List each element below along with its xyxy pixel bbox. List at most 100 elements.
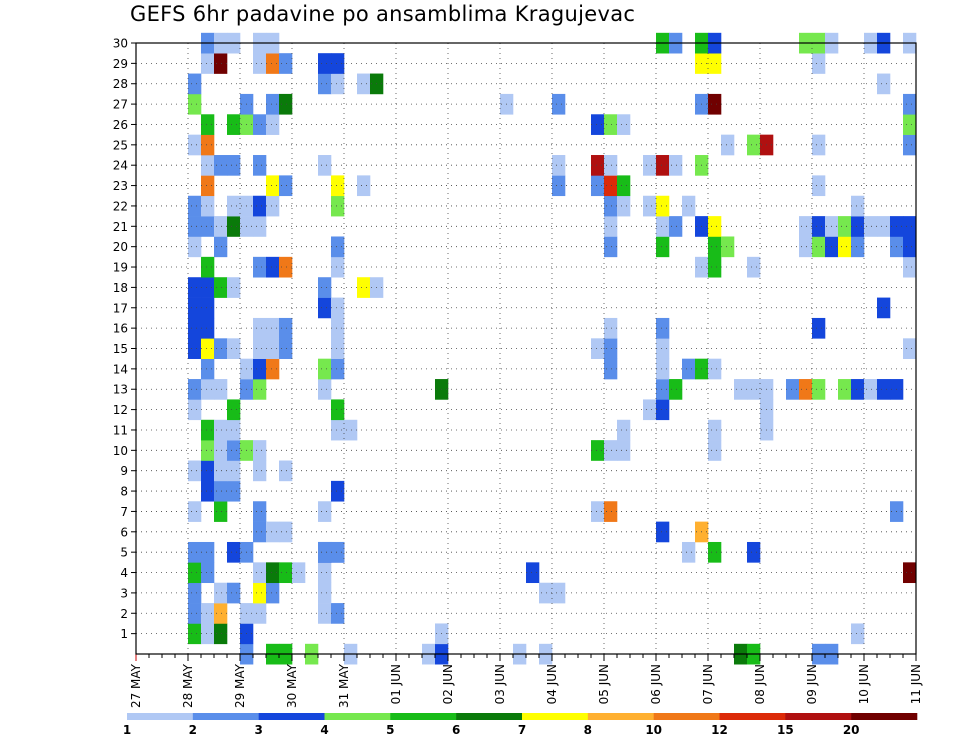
- heatmap-cell: [318, 277, 332, 298]
- heatmap-cell: [604, 338, 618, 359]
- heatmap-cell: [188, 379, 202, 400]
- heatmap-cell: [799, 379, 813, 400]
- y-tick-label: 10: [113, 444, 128, 458]
- colorbar-swatch: [522, 713, 589, 720]
- x-tick-label: 11 JUN: [909, 664, 923, 704]
- y-tick-label: 17: [113, 301, 128, 315]
- heatmap-cell: [188, 541, 202, 563]
- heatmap-cell: [318, 541, 332, 563]
- heatmap-cell: [201, 53, 215, 74]
- heatmap-cell: [812, 379, 826, 400]
- heatmap-cell: [227, 480, 241, 502]
- y-tick-label: 27: [113, 98, 128, 112]
- heatmap-cell: [331, 419, 345, 441]
- colorbar-label: 20: [843, 723, 860, 737]
- heatmap-cell: [253, 338, 267, 359]
- y-tick-label: 8: [120, 485, 128, 499]
- colorbar-label: 3: [254, 723, 262, 737]
- y-tick-label: 12: [113, 403, 128, 417]
- heatmap-cell: [188, 338, 202, 359]
- heatmap-cell: [656, 379, 670, 400]
- heatmap-cell: [656, 358, 670, 380]
- heatmap-cell: [344, 419, 358, 441]
- y-tick-label: 20: [113, 240, 128, 254]
- heatmap-cell: [708, 93, 722, 115]
- heatmap-cell: [227, 338, 241, 359]
- heatmap-cell: [201, 175, 215, 197]
- heatmap-cell: [201, 419, 215, 441]
- heatmap-cell: [266, 53, 280, 74]
- heatmap-cell: [253, 256, 267, 278]
- x-tick-label: 09 JUN: [805, 664, 819, 704]
- x-tick-label: 07 JUN: [701, 664, 715, 704]
- heatmap-cell: [643, 195, 657, 217]
- heatmap-cell: [331, 256, 345, 278]
- heatmap-cell: [747, 379, 761, 400]
- colorbar-label: 15: [777, 723, 794, 737]
- heatmap-cell: [227, 155, 241, 176]
- heatmap-cell: [279, 338, 293, 359]
- heatmap-cell: [708, 216, 722, 237]
- heatmap-cell: [903, 216, 917, 237]
- colorbar-swatch: [587, 713, 654, 720]
- heatmap-cell: [838, 236, 852, 258]
- heatmap-cell: [227, 541, 241, 563]
- heatmap-cell: [708, 53, 722, 74]
- heatmap-cell: [318, 379, 332, 400]
- heatmap-cell: [331, 399, 345, 421]
- colorbar-swatch: [785, 713, 852, 720]
- heatmap-cell: [227, 440, 241, 461]
- heatmap-cell: [877, 216, 891, 237]
- heatmap-cell: [357, 73, 371, 95]
- heatmap-cell: [903, 93, 917, 115]
- heatmap-cell: [708, 358, 722, 380]
- heatmap-cell: [214, 582, 228, 604]
- heatmap-cell: [188, 134, 202, 156]
- heatmap-cell: [682, 195, 696, 217]
- y-tick-label: 2: [120, 607, 128, 621]
- x-tick-label: 02 JUN: [441, 664, 455, 704]
- heatmap-cell: [253, 379, 267, 400]
- heatmap-cell: [214, 338, 228, 359]
- heatmap-cell: [604, 155, 618, 176]
- heatmap-cell: [188, 582, 202, 604]
- heatmap-cell: [526, 562, 540, 584]
- y-tick-label: 13: [113, 383, 128, 397]
- y-tick-label: 30: [113, 37, 128, 51]
- chart-title: GEFS 6hr padavine po ansamblima Kragujev…: [130, 2, 636, 26]
- heatmap-cell: [318, 562, 332, 584]
- heatmap-cell: [201, 358, 215, 380]
- y-tick-label: 7: [120, 505, 128, 519]
- colorbar-label: 6: [452, 723, 460, 737]
- heatmap-cell: [747, 256, 761, 278]
- heatmap-cell: [266, 358, 280, 380]
- grid-layer: [136, 43, 916, 654]
- cells-layer: [188, 32, 917, 665]
- heatmap-cell: [227, 114, 241, 135]
- heatmap-cell: [604, 236, 618, 258]
- heatmap-cell: [604, 358, 618, 380]
- heatmap-cell: [201, 338, 215, 359]
- heatmap-cell: [656, 338, 670, 359]
- colorbar-swatch: [192, 713, 259, 720]
- heatmap-cell: [253, 317, 267, 339]
- heatmap-cell: [812, 216, 826, 237]
- heatmap-cell: [851, 379, 865, 400]
- heatmap-cell: [201, 256, 215, 278]
- heatmap-cell: [604, 440, 618, 461]
- heatmap-cell: [877, 379, 891, 400]
- heatmap-cell: [812, 134, 826, 156]
- heatmap-cell: [331, 175, 345, 197]
- heatmap-cell: [331, 338, 345, 359]
- heatmap-cell: [188, 216, 202, 237]
- heatmap-cell: [201, 541, 215, 563]
- heatmap-cell: [201, 195, 215, 217]
- heatmap-cell: [552, 175, 566, 197]
- heatmap-cell: [734, 379, 748, 400]
- colorbar-swatch: [127, 713, 194, 720]
- heatmap-cell: [877, 297, 891, 319]
- x-tick-label: 28 MAY: [181, 663, 195, 708]
- y-tick-label: 29: [113, 57, 128, 71]
- heatmap-cell: [539, 582, 553, 604]
- heatmap-cell: [604, 317, 618, 339]
